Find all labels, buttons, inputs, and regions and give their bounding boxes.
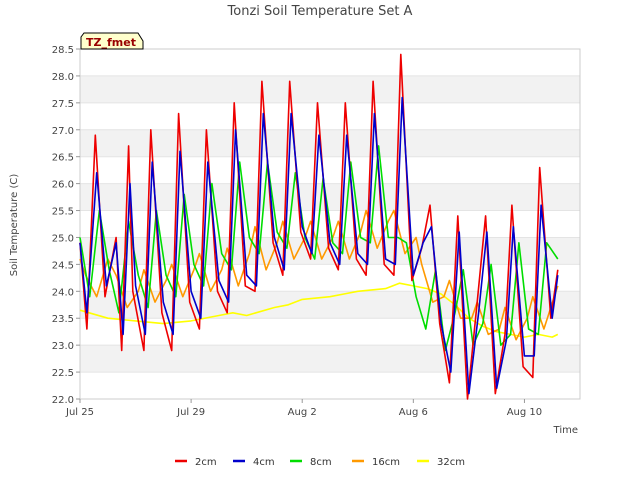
grid-band [80,183,580,211]
grid-band [80,345,580,373]
x-tick-label: Aug 6 [399,407,428,418]
legend-item-32cm: 32cm [417,457,465,468]
x-tick-label: Jul 29 [176,407,205,418]
annotation-box: TZ_fmet [80,32,144,50]
legend-item-16cm: 16cm [352,457,400,468]
legend-label: 16cm [372,457,400,468]
legend-label: 2cm [195,457,217,468]
x-tick-label: Jul 25 [65,407,94,418]
y-tick-label: 22.0 [52,395,74,406]
y-tick-label: 23.5 [52,314,74,325]
y-tick-label: 23.0 [52,341,74,352]
legend-label: 4cm [253,457,275,468]
grid-bands [80,75,580,400]
y-tick-label: 25.0 [52,233,74,244]
y-tick-label: 26.0 [52,180,74,191]
x-axis-label: Time [553,425,578,436]
grid-band [80,291,580,319]
legend-item-2cm: 2cm [175,457,217,468]
y-axis-label: Soil Temperature (C) [9,174,20,277]
y-tick-label: 24.0 [52,287,74,298]
y-tick-label: 25.5 [52,207,74,218]
y-tick-label: 27.0 [52,126,74,137]
legend: 2cm 4cm 8cm 16cm 32cm [175,457,465,468]
grid-band [80,75,580,103]
grid-band [80,129,580,157]
annotation-label: TZ_fmet [86,36,136,49]
y-tick-label: 27.5 [52,99,74,110]
y-tick-label: 28.0 [52,72,74,83]
x-tick-label: Aug 2 [288,407,317,418]
plot-area [79,48,581,400]
y-tick-label: 28.5 [52,45,74,56]
series-line-32cm [79,282,559,338]
y-axis: 22.0 22.5 23.0 23.5 24.0 24.5 25.0 25.5 26.0 26.5… [52,45,80,406]
x-axis: Jul 25 Jul 29 Aug 2 Aug 6 Aug 10 [65,399,542,418]
y-tick-label: 24.5 [52,260,74,271]
series-line-8cm [79,145,559,352]
legend-label: 8cm [310,457,332,468]
y-tick-label: 26.5 [52,153,74,164]
legend-label: 32cm [437,457,465,468]
series-line-2cm [79,53,559,400]
chart-title: Tonzi Soil Temperature Set A [227,4,413,19]
legend-item-4cm: 4cm [233,457,275,468]
x-tick-label: Aug 10 [507,407,542,418]
legend-item-8cm: 8cm [290,457,332,468]
series-line-4cm [79,96,559,395]
series-lines [79,53,559,400]
y-tick-label: 22.5 [52,368,74,379]
